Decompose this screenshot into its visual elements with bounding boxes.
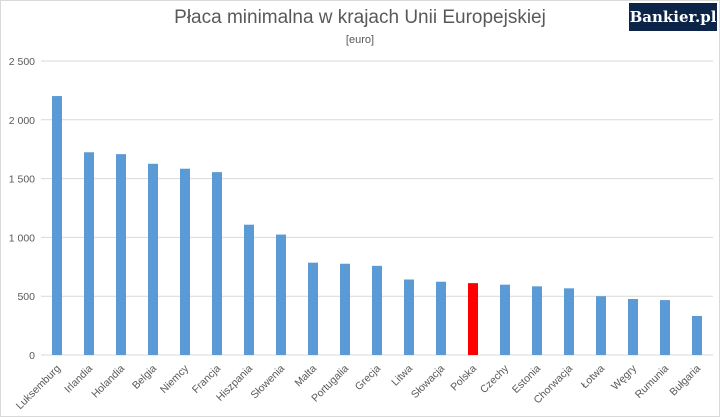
y-tick-label: 2 500 [9,56,35,68]
x-tick-label: Rumunia [633,363,671,401]
x-tick-label: Belgia [130,363,159,392]
x-tick-label: Polska [448,363,479,394]
bar [212,172,222,355]
x-tick-label: Bułgaria [667,363,703,399]
y-tick-label: 1 000 [9,232,35,244]
bar [660,300,670,355]
y-tick-label: 500 [17,291,35,303]
x-tick-label: Węgry [609,362,639,392]
bar [564,288,574,355]
bar [436,281,446,355]
x-tick-label: Łotwa [579,363,607,391]
x-tick-label: Holandia [89,363,127,401]
bar [596,296,606,355]
bar [116,154,126,355]
x-tick-label: Malta [292,363,319,390]
bar [372,265,382,355]
bar [340,263,350,355]
bankier-logo: Bankier.pl [629,3,717,31]
y-tick-label: 0 [29,350,35,362]
bar [244,224,254,355]
y-tick-label: 1 500 [9,174,35,186]
chart-title: Płaca minimalna w krajach Unii Europejsk… [174,7,546,28]
bar [308,262,318,355]
x-tick-label: Grecja [353,363,383,393]
chart-subtitle: [euro] [345,34,375,46]
y-tick-label: 2 000 [9,115,35,127]
x-tick-label: Litwa [389,363,415,389]
x-tick-label: Luksemburg [14,363,63,412]
bar [692,315,702,355]
bar [404,279,414,355]
bar [148,163,158,355]
bar [52,96,62,355]
bar [500,284,510,355]
bar [180,168,190,355]
bar [276,234,286,355]
bar [532,286,542,355]
bar [628,299,638,355]
x-tick-label: Słowacja [409,363,447,401]
bar [468,283,478,355]
bar [84,152,94,355]
x-tick-label: Czechy [478,362,512,396]
x-tick-label: Niemcy [158,362,192,396]
x-tick-label: Słowenia [248,363,287,402]
